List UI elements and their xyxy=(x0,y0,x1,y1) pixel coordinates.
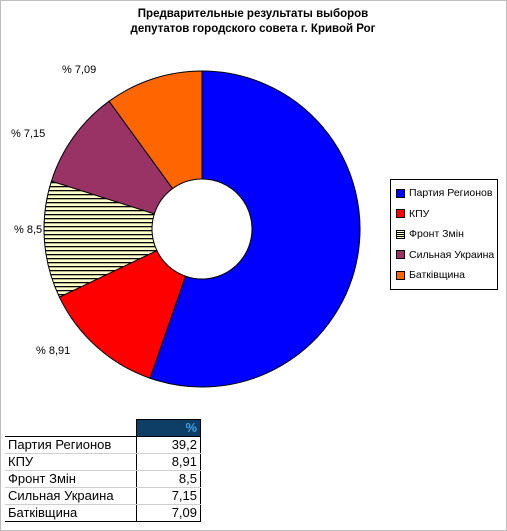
legend-swatch-silnaya-ukraina xyxy=(396,250,405,260)
legend-swatch-partiya-regionov xyxy=(396,188,405,198)
legend-item-silnaya-ukraina: Сильная Украина xyxy=(391,245,497,266)
legend-label-silnaya-ukraina: Сильная Украина xyxy=(409,248,495,261)
table-cell-name: Батківщина xyxy=(5,504,137,522)
slice-label-silnaya-ukraina: % 7,15 xyxy=(11,128,45,140)
table-header-percent: % xyxy=(136,419,201,437)
legend-item-partiya-regionov: Партия Регионов xyxy=(391,183,497,204)
table-header-row: % xyxy=(5,419,201,437)
data-table: % Партия Регионов 39,2 КПУ 8,91 Фронт Змін 8,… xyxy=(5,419,201,522)
table-cell-value: 8,91 xyxy=(136,453,201,471)
slice-label-kpu: % 8,91 xyxy=(36,345,70,357)
legend-label-kpu: КПУ xyxy=(409,207,430,220)
legend-label-batkivshchyna: Батківщина xyxy=(409,269,465,282)
slice-label-front-zmin: % 8,5 xyxy=(14,224,42,236)
table-cell-value: 7,15 xyxy=(136,487,201,505)
chart-title-line-2: депутатов городского совета г. Кривой Ро… xyxy=(131,23,376,35)
legend-label-front-zmin: Фронт Змін xyxy=(409,228,464,241)
slice-label-batkivshchyna: % 7,09 xyxy=(62,64,96,76)
legend-item-front-zmin: Фронт Змін xyxy=(391,224,497,245)
table-cell-value: 7,09 xyxy=(136,504,201,522)
legend: Партия Регионов КПУ Фронт Змін Сильная Укра… xyxy=(390,179,498,290)
slice-batkivshchyna xyxy=(108,70,203,190)
table-cell-name: Сильная Украина xyxy=(5,487,137,505)
table-cell-name: Фронт Змін xyxy=(5,470,137,488)
legend-swatch-batkivshchyna xyxy=(396,270,405,280)
table-cell-name: Партия Регионов xyxy=(5,436,137,454)
legend-swatch-kpu xyxy=(396,209,405,219)
slice-front-zmin xyxy=(43,180,158,298)
table-cell-value: 8,5 xyxy=(136,470,201,488)
table-header-blank xyxy=(5,419,137,437)
table-cell-value: 39,2 xyxy=(136,436,201,454)
table-row-silnaya-ukraina: Сильная Украина 7,15 xyxy=(5,487,201,505)
table-row-kpu: КПУ 8,91 xyxy=(5,453,201,471)
chart-title-line-1: Предварительные результаты выборов xyxy=(138,8,368,20)
slice-partiya-regionov xyxy=(149,70,361,388)
legend-item-kpu: КПУ xyxy=(391,204,497,225)
table-row-front-zmin: Фронт Змін 8,5 xyxy=(5,470,201,488)
legend-label-partiya-regionov: Партия Регионов xyxy=(409,187,493,200)
table-cell-name: КПУ xyxy=(5,453,137,471)
table-row-batkivshchyna: Батківщина 7,09 xyxy=(5,504,201,522)
table-row-partiya-regionov: Партия Регионов 39,2 xyxy=(5,436,201,454)
legend-swatch-front-zmin xyxy=(396,229,405,239)
legend-item-batkivshchyna: Батківщина xyxy=(391,265,497,286)
